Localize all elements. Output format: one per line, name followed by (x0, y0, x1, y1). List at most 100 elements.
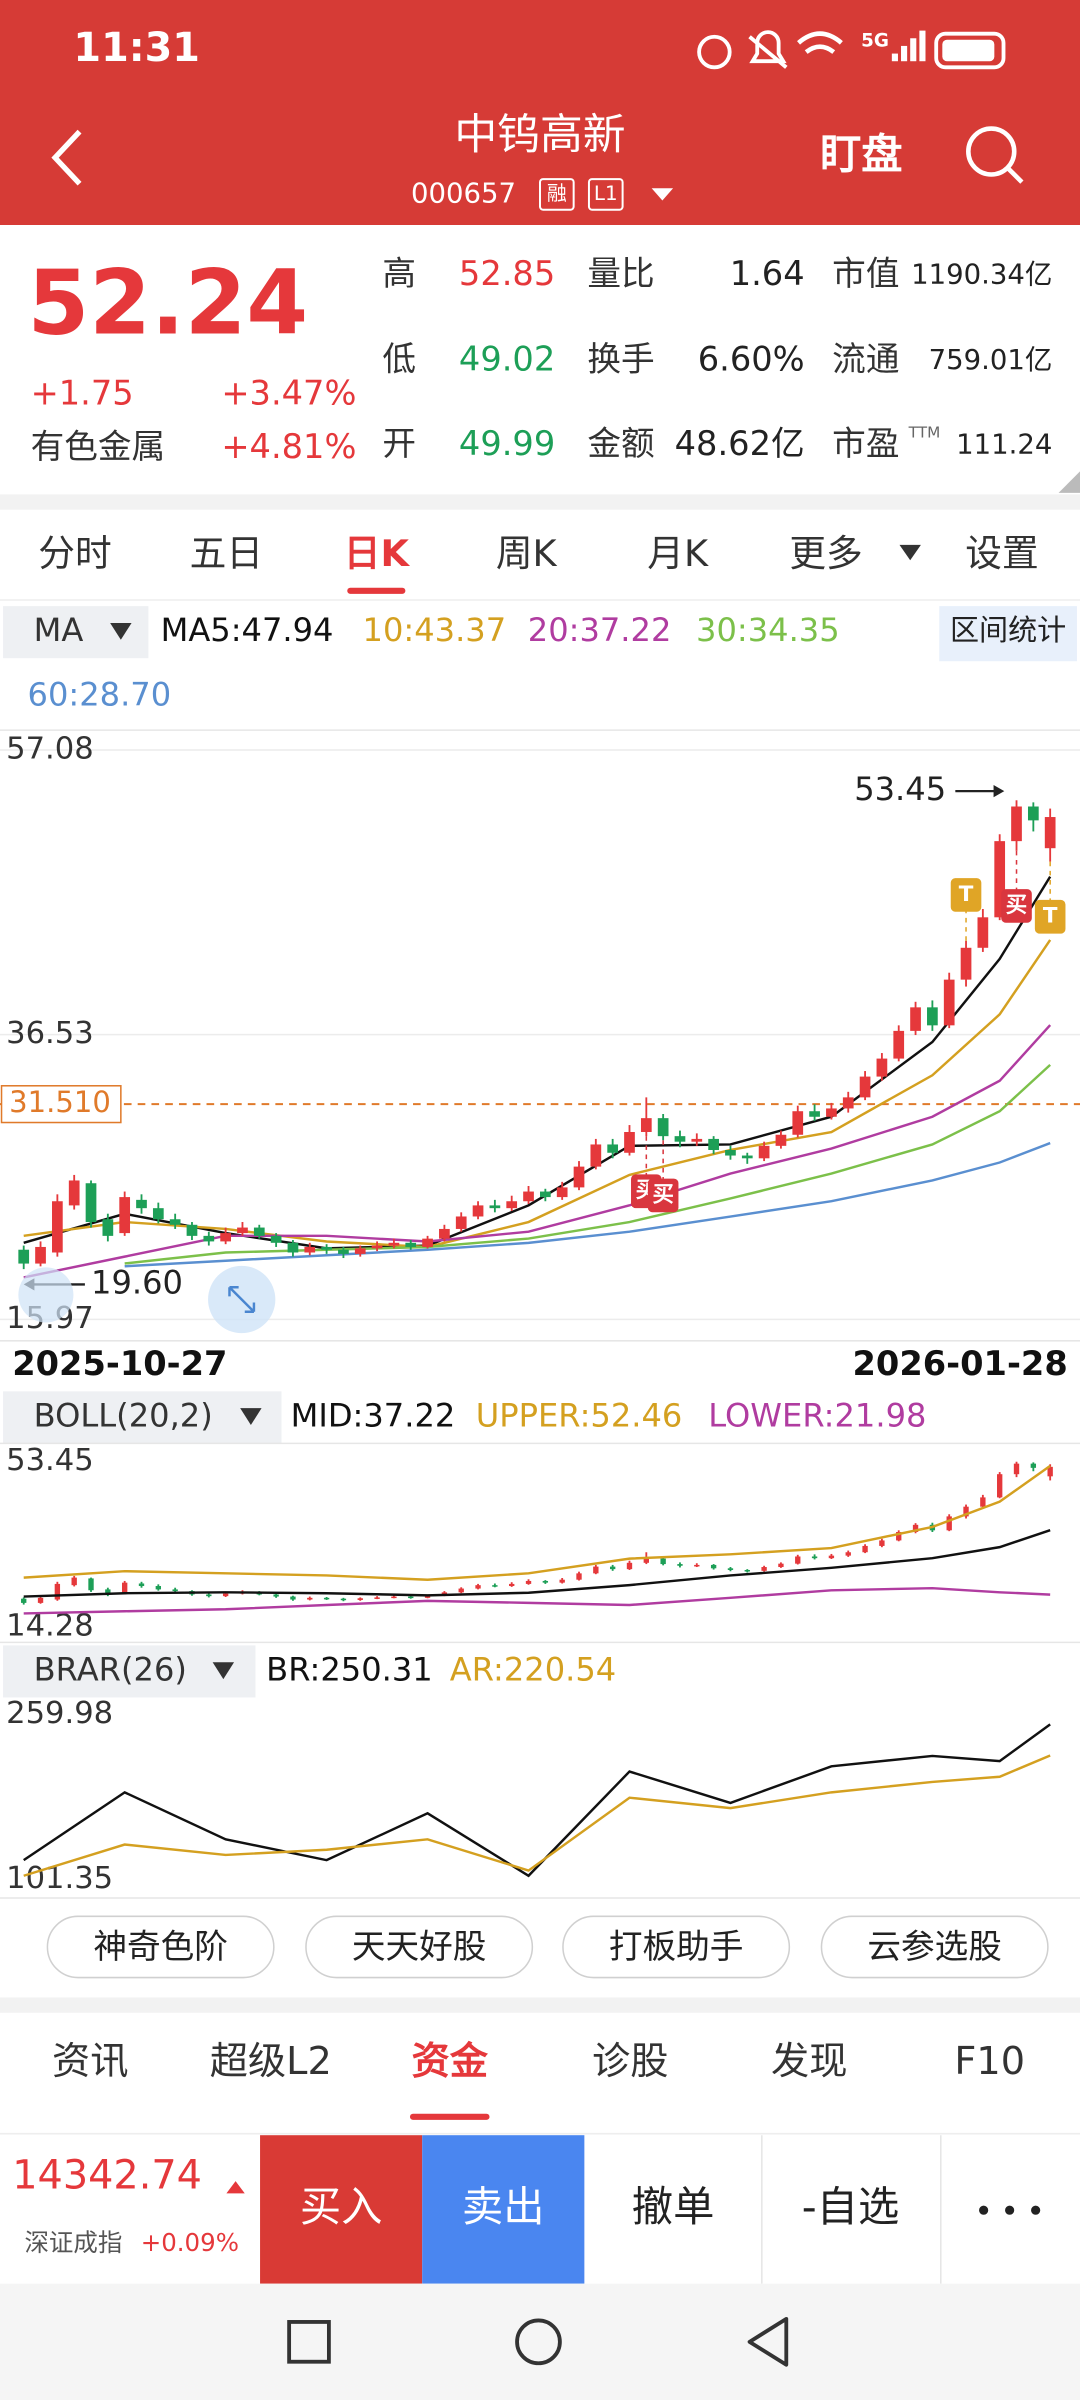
indicator-name[interactable]: MA (34, 611, 84, 649)
tool-label[interactable]: 神奇色阶 (93, 1927, 228, 1966)
search-icon[interactable] (966, 126, 1017, 177)
sector-name: 有色金属 (31, 427, 166, 466)
sell-bg[interactable] (422, 2135, 585, 2284)
zoom-icon (228, 1286, 256, 1313)
indicator-line (23, 1464, 1051, 1581)
stat-value: 6.60% (698, 340, 805, 379)
period-tab[interactable]: 周K (496, 532, 558, 575)
stat-label: 量比 (587, 254, 654, 293)
last-price: 52.24 (28, 252, 309, 355)
bottom-tab[interactable]: 发现 (771, 2039, 847, 2084)
stat-label: 低 (382, 340, 416, 379)
candle-body (525, 1580, 532, 1584)
candle-body (371, 1245, 383, 1249)
more-dot (1005, 2205, 1015, 2215)
signal-box (1034, 899, 1066, 934)
tab-underline (409, 2113, 490, 2120)
candle-body (573, 1166, 585, 1188)
period-tab[interactable]: 分时 (38, 532, 111, 575)
candle-body (152, 1208, 164, 1220)
candle-body (391, 1596, 397, 1599)
candle-body (54, 1583, 61, 1600)
stat-label: 市值 (832, 254, 899, 293)
stat-value: 49.02 (459, 340, 555, 379)
legend-item: 20:37.22 (528, 611, 672, 649)
trade-button[interactable]: 卖出 (462, 2183, 545, 2231)
max-arrowhead (993, 784, 1005, 798)
trade-button[interactable]: 撤单 (632, 2183, 715, 2231)
range-button-bg[interactable] (939, 606, 1077, 662)
tool-pill[interactable] (820, 1915, 1049, 1979)
indicator-box[interactable] (3, 1645, 256, 1698)
signal-label: 买 (652, 1182, 673, 1207)
signal-label: T (1043, 904, 1058, 929)
period-tab[interactable]: 设置 (965, 532, 1038, 575)
bottom-tab[interactable]: 资金 (412, 2039, 489, 2084)
y-tick-label: 101.35 (6, 1861, 113, 1896)
index-pct: +0.09% (141, 2228, 239, 2257)
trade-button[interactable]: -自选 (802, 2183, 899, 2231)
x-end-label: 2026-01-28 (853, 1344, 1068, 1383)
watch-button[interactable]: 盯盘 (820, 131, 903, 179)
tool-pill[interactable] (305, 1915, 534, 1979)
indicator-dropdown (212, 1662, 235, 1680)
indicator-line (23, 1586, 1051, 1615)
stat-label-sup: TTM (908, 424, 941, 442)
bottom-tab[interactable]: F10 (954, 2039, 1025, 2084)
indicator-line (23, 1723, 1051, 1878)
nav-home[interactable] (515, 2318, 562, 2366)
candle-body (169, 1219, 181, 1225)
candle-body (912, 1524, 919, 1533)
signal-bar (919, 30, 926, 62)
tool-label[interactable]: 云参选股 (867, 1927, 1002, 1966)
legend-item: BR:250.31 (266, 1650, 433, 1688)
bottom-tab[interactable]: 资讯 (52, 2039, 128, 2084)
candle-body (876, 1058, 888, 1077)
candle-body (323, 1597, 330, 1600)
scroll-button[interactable] (18, 1267, 74, 1323)
period-tab[interactable]: 月K (647, 532, 709, 575)
period-tab[interactable]: 五日 (190, 532, 263, 575)
candle-body (576, 1573, 582, 1580)
indicator-box[interactable] (3, 1391, 282, 1444)
bottom-tab[interactable]: 超级L2 (210, 2039, 332, 2084)
nav-back[interactable] (747, 2316, 789, 2367)
tool-pill[interactable] (46, 1915, 275, 1979)
candle-body (811, 1556, 818, 1559)
tool-pill[interactable] (562, 1915, 791, 1979)
candle-body (388, 1242, 400, 1246)
candle-body (21, 1598, 27, 1603)
badge: L1 (594, 182, 618, 205)
code-dropdown[interactable] (651, 188, 674, 201)
candle-body (758, 1145, 770, 1159)
badge: 融 (547, 182, 567, 205)
nav-recent[interactable] (287, 2320, 331, 2364)
tool-label[interactable]: 打板助手 (609, 1927, 744, 1966)
sector-change: +4.81% (221, 427, 356, 466)
period-tab[interactable]: 更多 (789, 532, 862, 575)
indicator-name[interactable]: BOLL(20,2) (34, 1396, 213, 1434)
candle-body (994, 841, 1006, 918)
indicator-name[interactable]: BRAR(26) (34, 1650, 187, 1688)
candle-body (845, 1552, 851, 1556)
candle-body (674, 1136, 686, 1142)
tool-label[interactable]: 天天好股 (352, 1927, 487, 1966)
back-button[interactable] (51, 129, 82, 186)
candle-body (458, 1588, 464, 1593)
y-tick-label: 36.53 (6, 1016, 94, 1051)
candle-body (980, 1497, 986, 1507)
status-network: 5G (861, 30, 889, 51)
trade-button[interactable]: 买入 (300, 2183, 383, 2231)
candle-body (542, 1580, 549, 1583)
indicator-dropdown (110, 622, 132, 640)
candle-body (643, 1558, 649, 1563)
wifi-icon (797, 31, 843, 54)
separator (0, 494, 1080, 510)
range-button[interactable]: 区间统计 (950, 613, 1066, 647)
candle-body (222, 1593, 229, 1597)
signal-label: 买 (1006, 893, 1027, 918)
bottom-tab[interactable]: 诊股 (592, 2039, 668, 2084)
buy-bg[interactable] (260, 2135, 423, 2284)
period-tab[interactable]: 日K (344, 532, 411, 575)
stat-label: 市盈 (832, 424, 899, 463)
